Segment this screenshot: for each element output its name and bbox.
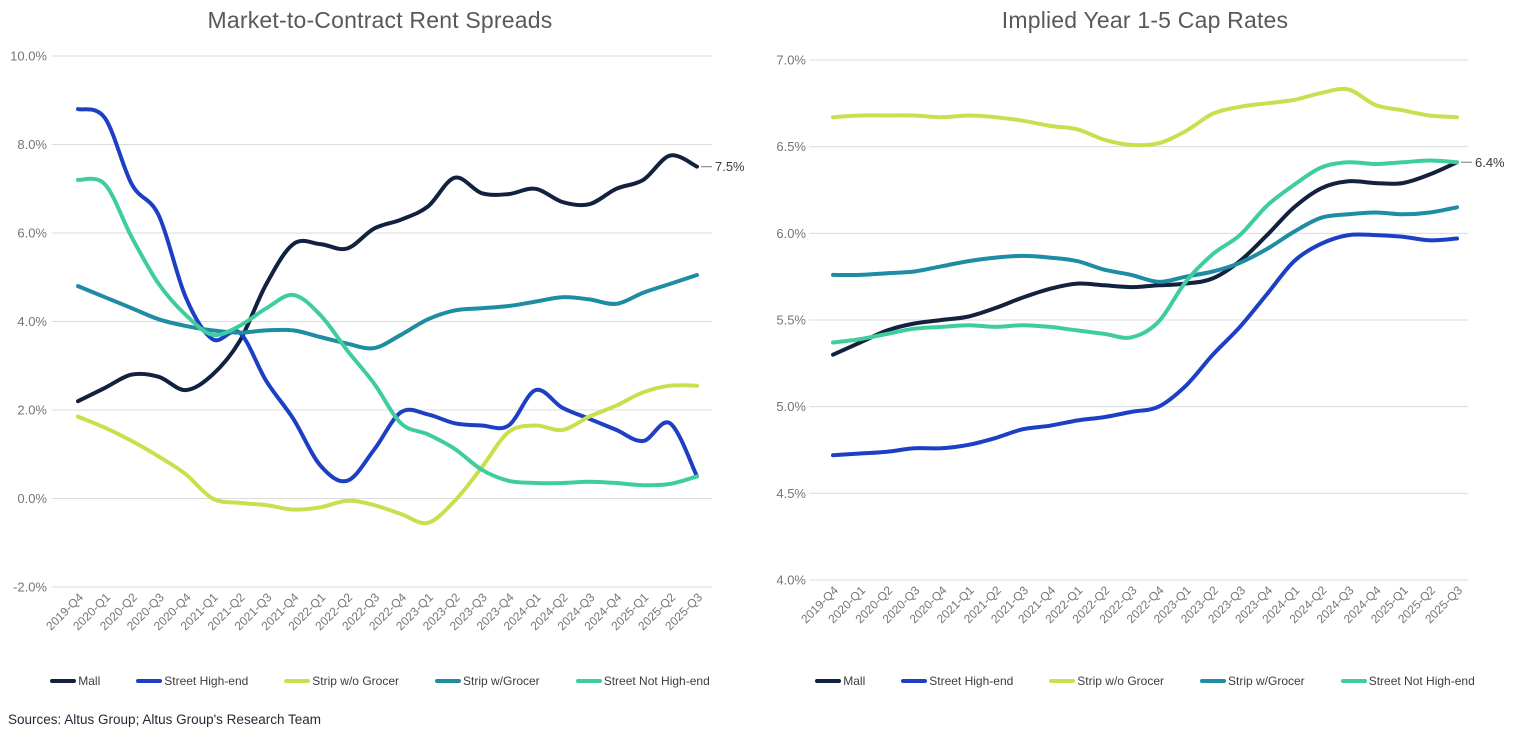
end-value-annotation: 6.4% [1475, 155, 1505, 170]
y-tick-label: 4.0% [776, 573, 806, 588]
y-tick-label: 7.0% [776, 53, 806, 68]
cap-rates-chart-canvas: 7.0%6.5%6.0%5.5%5.0%4.5%4.0%2019-Q42020-… [776, 53, 1505, 627]
series-line-street-not-high-end [831, 158, 1459, 345]
legend-swatch-street-not-high-end [1340, 679, 1367, 683]
legend-item-street-not-high-end: Street Not High-end [575, 674, 710, 688]
series-line-street-high-end [831, 232, 1459, 458]
series-line-street-not-high-end [76, 176, 699, 488]
legend-label-mall: Mall [843, 674, 866, 688]
legend-label-street-not-high-end: Street Not High-end [1368, 674, 1475, 688]
rent-spreads-chart-panel: 10.0% 8.0% 6.0% 4.0% 2.0% 0.0% -2.0% 2019-Q4 202… [0, 0, 760, 700]
legend-label-strip-w-grocer: Strip w/Grocer [463, 674, 540, 688]
legend-swatch-strip-w-grocer [1200, 679, 1226, 683]
legend-item-street-high-end: Street High-end [901, 674, 1013, 688]
legend-item-strip-w-grocer: Strip w/Grocer [1200, 674, 1305, 688]
legend-swatch-strip-w-o-grocer [284, 679, 311, 683]
legend-swatch-mall [50, 679, 77, 683]
legend-label-street-high-end: Street High-end [164, 674, 249, 688]
legend-swatch-mall [815, 679, 842, 683]
series-line-strip-w-grocer [831, 205, 1459, 284]
series-line-strip-w-o-grocer [76, 383, 699, 526]
y-tick-label: 10.0% [10, 49, 47, 64]
legend-swatch-street-high-end [136, 679, 163, 683]
legend-label-strip-w-o-grocer: Strip w/o Grocer [1077, 674, 1164, 688]
cap-rates-chart-title: Implied Year 1-5 Cap Rates [1001, 7, 1289, 33]
legend-label-street-not-high-end: Street Not High-end [603, 674, 710, 688]
legend-label-strip-w-o-grocer: Strip w/o Grocer [312, 674, 399, 688]
legend-item-street-not-high-end: Street Not High-end [1340, 674, 1475, 688]
rent-spreads-chart-legend: Mall Street High-end Strip w/o Grocer Strip… [0, 674, 760, 688]
y-tick-label: 6.0% [776, 226, 806, 241]
series-line-strip-w-grocer [76, 273, 699, 351]
series-line-mall [76, 153, 699, 404]
y-tick-label: 8.0% [17, 137, 47, 152]
y-tick-label: 6.5% [776, 139, 806, 154]
legend-label-strip-w-grocer: Strip w/Grocer [1228, 674, 1305, 688]
y-tick-label: 4.5% [776, 486, 806, 501]
legend-label-mall: Mall [78, 674, 101, 688]
legend-item-mall: Mall [815, 674, 865, 688]
legend-item-street-high-end: Street High-end [136, 674, 248, 688]
y-tick-label: 2.0% [17, 403, 47, 418]
legend-swatch-street-high-end [901, 679, 928, 683]
end-value-annotation: 7.5% [715, 159, 745, 174]
series-line-strip-w-o-grocer [831, 86, 1459, 148]
y-tick-label: 0.0% [17, 491, 47, 506]
rent-spreads-chart-canvas: 10.0%8.0%6.0%4.0%2.0%0.0%-2.0%2019-Q4202… [10, 49, 745, 634]
legend-item-strip-w-o-grocer: Strip w/o Grocer [1049, 674, 1164, 688]
source-note: Sources: Altus Group; Altus Group's Rese… [8, 712, 321, 727]
series-line-mall [831, 160, 1459, 357]
legend-swatch-strip-w-grocer [435, 679, 461, 683]
legend-swatch-street-not-high-end [575, 679, 602, 683]
rent-spreads-chart-title: Market-to-Contract Rent Spreads [207, 7, 553, 33]
y-tick-label: 4.0% [17, 314, 47, 329]
cap-rates-chart-panel: 7.0% 6.5% 6.0% 5.5% 5.0% 4.5% 4.0% 2019-Q4 2020-… [765, 0, 1525, 700]
y-tick-label: -2.0% [13, 580, 47, 595]
legend-label-street-high-end: Street High-end [929, 674, 1014, 688]
legend-item-strip-w-grocer: Strip w/Grocer [435, 674, 540, 688]
cap-rates-chart-legend: Mall Street High-end Strip w/o Grocer Strip… [765, 674, 1525, 688]
y-tick-label: 6.0% [17, 226, 47, 241]
legend-swatch-strip-w-o-grocer [1049, 679, 1076, 683]
legend-item-strip-w-o-grocer: Strip w/o Grocer [284, 674, 399, 688]
y-tick-label: 5.5% [776, 313, 806, 328]
legend-item-mall: Mall [50, 674, 100, 688]
y-tick-label: 5.0% [776, 399, 806, 414]
series-line-street-high-end [76, 107, 699, 484]
